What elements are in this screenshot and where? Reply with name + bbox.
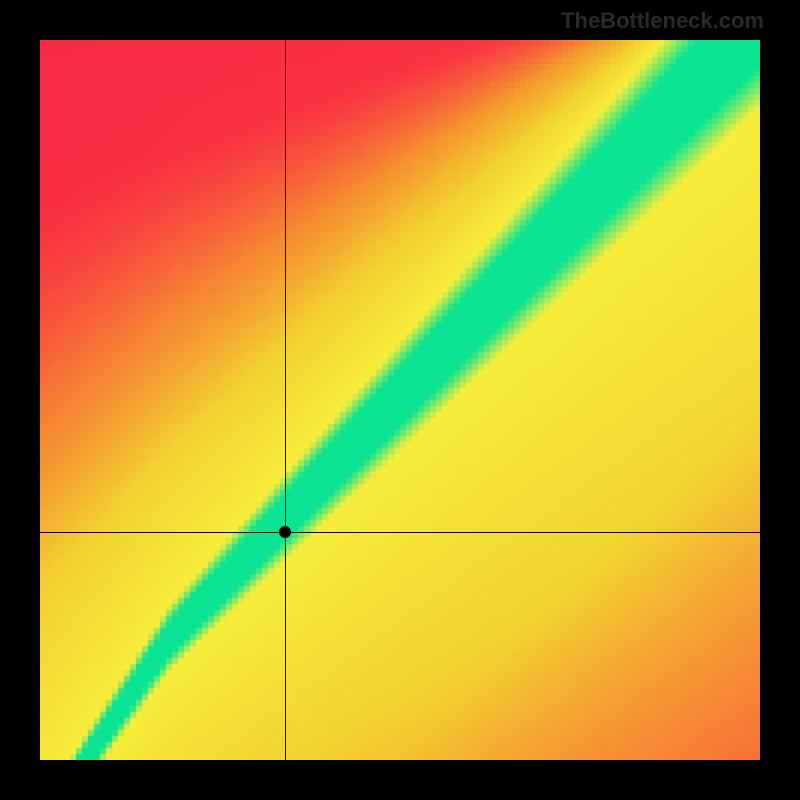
crosshair-vertical — [285, 40, 286, 760]
watermark: TheBottleneck.com — [561, 8, 764, 34]
chart-area — [40, 40, 760, 760]
heatmap-canvas — [40, 40, 760, 760]
marker-dot — [279, 526, 291, 538]
crosshair-horizontal — [40, 532, 760, 533]
